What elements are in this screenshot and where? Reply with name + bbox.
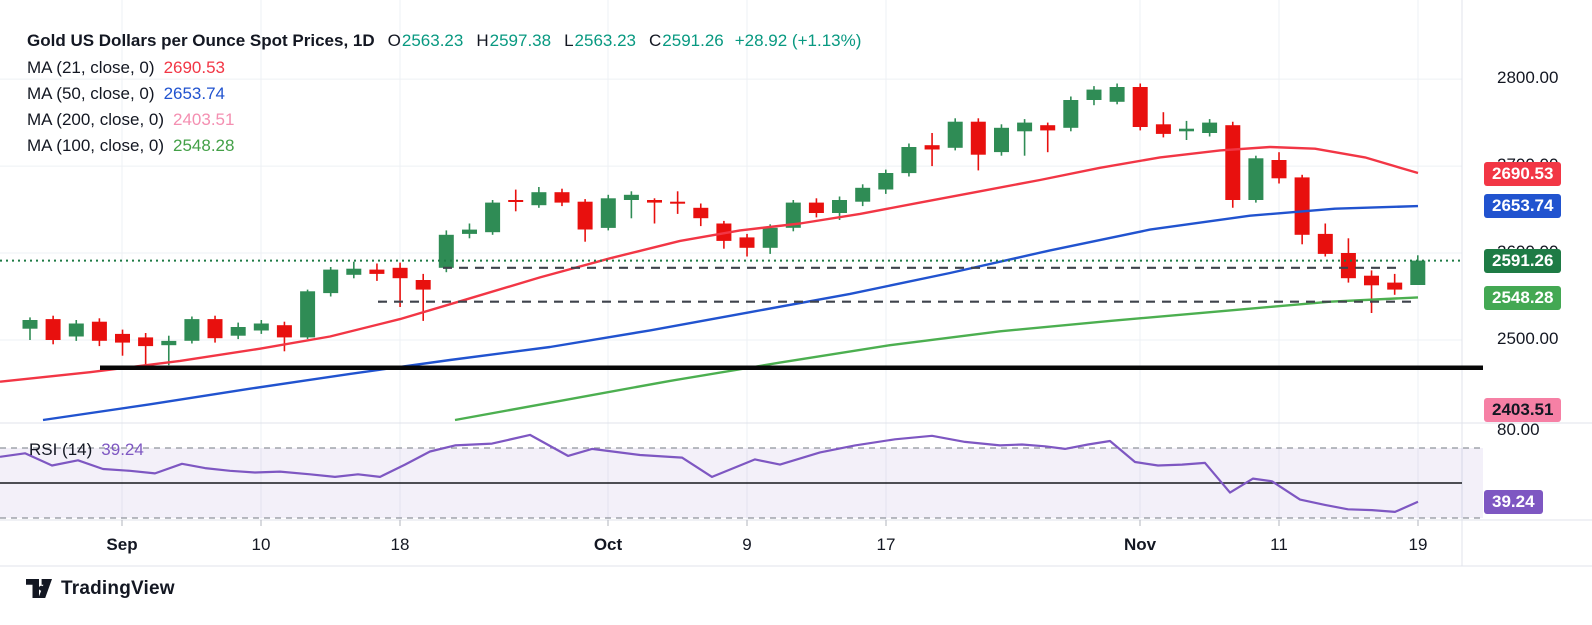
tradingview-wordmark: TradingView (61, 578, 175, 599)
ma-value: 2548.28 (173, 136, 235, 155)
price-axis-tick: 2500.00 (1497, 329, 1559, 348)
ma-label: MA (50, close, 0) (27, 84, 155, 103)
ma-legend-rows: MA (21, close, 0) 2690.53 MA (50, close, 0… (27, 55, 861, 159)
pane-separators (0, 0, 1592, 567)
ohlc-value: 2591.26 (662, 31, 724, 50)
ohlc-value: 2563.23 (574, 31, 636, 50)
ohlc-values: O2563.23 H2597.38 L2563.23 C2591.26 (375, 31, 724, 50)
time-axis-label: Sep (106, 535, 138, 554)
rsi-label: RSI (14) (29, 440, 93, 459)
tradingview-icon (26, 579, 52, 598)
ma-legend-row[interactable]: MA (50, close, 0) 2653.74 (27, 81, 861, 107)
ma-legend-row[interactable]: MA (100, close, 0) 2548.28 (27, 133, 861, 159)
ma-legend-row[interactable]: MA (21, close, 0) 2690.53 (27, 55, 861, 81)
rsi-value: 39.24 (101, 440, 144, 459)
rsi-line[interactable] (0, 433, 1419, 513)
ohlc-key: O (387, 31, 401, 50)
price-axis[interactable]: 2800.002700.002600.002500.0080.002690.53… (1462, 0, 1592, 566)
price-change: +28.92 (+1.13%) (734, 31, 862, 50)
ma-line[interactable] (454, 296, 1419, 422)
ma-label: MA (100, close, 0) (27, 136, 165, 155)
time-axis-label: Oct (593, 535, 623, 554)
price-axis-tick: 2800.00 (1497, 68, 1559, 88)
rsi-legend-row[interactable]: RSI (14) 39.24 (29, 440, 144, 460)
price-badge: 2548.28 (1484, 286, 1562, 311)
ma-value: 2403.51 (173, 110, 235, 129)
legend: Gold US Dollars per Ounce Spot Prices, 1… (27, 30, 861, 159)
rsi-band (0, 447, 1483, 519)
time-axis[interactable]: Sep 10 18 Oct 9 17 Nov 11 19 (0, 520, 1592, 566)
time-axis-label: 9 (742, 535, 752, 554)
time-axis-label: 17 (876, 535, 896, 554)
price-badge: 39.24 (1484, 489, 1543, 514)
horizontal-gridlines (0, 78, 1462, 341)
candles (22, 83, 1426, 367)
ma-line[interactable] (42, 204, 1419, 422)
ohlc-value: 2597.38 (489, 31, 552, 50)
ma-label: MA (21, close, 0) (27, 58, 155, 77)
time-axis-label: 18 (390, 535, 410, 554)
symbol-title-row[interactable]: Gold US Dollars per Ounce Spot Prices, 1… (27, 30, 861, 55)
ma-label: MA (200, close, 0) (27, 110, 165, 129)
price-axis-tick: 80.00 (1497, 419, 1540, 439)
price-badge: 2653.74 (1484, 194, 1562, 219)
time-axis-label: 19 (1408, 535, 1428, 554)
ma-value: 2653.74 (163, 84, 226, 103)
time-axis-label: 10 (251, 535, 271, 554)
price-badge: 2690.53 (1484, 162, 1562, 187)
symbol-title: Gold US Dollars per Ounce Spot Prices, 1… (27, 31, 375, 50)
ohlc-key: C (649, 31, 662, 50)
ma-line[interactable] (0, 145, 1419, 383)
time-axis-label: 11 (1270, 535, 1288, 554)
level-lines[interactable] (0, 259, 1483, 371)
tradingview-logo[interactable]: TradingView (26, 578, 175, 600)
ma-legend-row[interactable]: MA (200, close, 0) 2403.51 (27, 107, 861, 133)
time-axis-label: Nov (1123, 535, 1157, 554)
price-badge: 2591.26 (1484, 248, 1562, 273)
ohlc-value: 2563.23 (401, 31, 464, 50)
price-badge: 2403.51 (1484, 398, 1562, 422)
ohlc-key: L (564, 31, 574, 50)
ma-value: 2690.53 (163, 58, 226, 77)
ohlc-key: H (476, 31, 489, 50)
